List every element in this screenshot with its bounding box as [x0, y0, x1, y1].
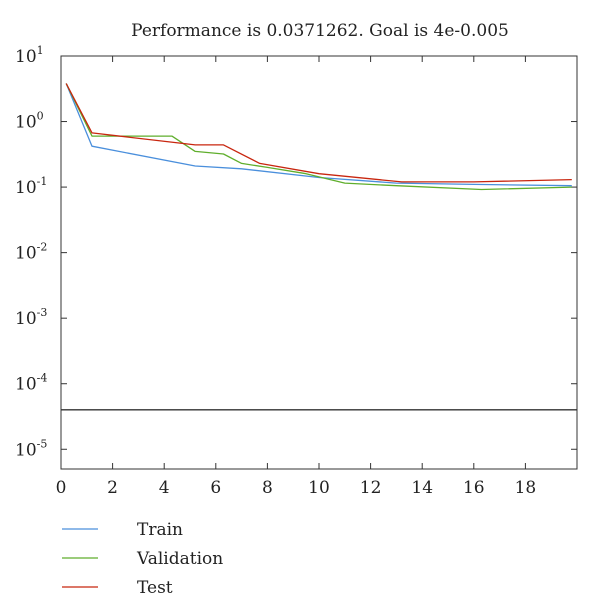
y-tick-exponent: 0 [37, 110, 44, 123]
y-tick-exponent: -3 [37, 306, 48, 319]
y-tick-exponent: -1 [37, 175, 48, 188]
x-tick-label: 10 [308, 478, 330, 498]
y-tick-label: 10-1 [15, 175, 47, 198]
x-tick-label: 6 [210, 478, 221, 498]
y-tick-base: 10 [15, 375, 37, 395]
series-line-test [65, 83, 572, 183]
y-tick-base: 10 [15, 440, 37, 460]
plot-frame [60, 55, 578, 470]
x-tick-label: 4 [159, 478, 170, 498]
x-tick-label: 18 [515, 478, 537, 498]
x-tick-label: 12 [360, 478, 382, 498]
legend-label-validation: Validation [136, 549, 223, 569]
y-tick-exponent: -5 [37, 437, 48, 450]
x-tick-label: 0 [56, 478, 67, 498]
series-line-train [65, 83, 572, 187]
chart-title: Performance is 0.0371262. Goal is 4e-0.0… [131, 21, 509, 41]
y-tick-label: 10-5 [15, 437, 47, 460]
x-axis: 0 2 4 6 8 10 12 14 16 18 [56, 56, 537, 498]
x-tick-label: 8 [262, 478, 273, 498]
y-tick-exponent: -2 [37, 241, 48, 254]
y-tick-exponent: -4 [37, 372, 48, 385]
legend-label-test: Test [137, 578, 173, 598]
y-tick-base: 10 [15, 113, 37, 133]
y-tick-base: 10 [15, 47, 37, 67]
y-tick-label: 10-4 [15, 372, 47, 395]
y-tick-base: 10 [15, 309, 37, 329]
legend-label-train: Train [137, 520, 183, 540]
legend: Train Validation Test [62, 520, 223, 598]
y-tick-label: 100 [15, 110, 44, 133]
y-tick-base: 10 [15, 178, 37, 198]
x-tick-label: 2 [107, 478, 118, 498]
x-tick-label: 16 [463, 478, 485, 498]
series-layer [65, 83, 572, 191]
y-tick-label: 10-2 [15, 241, 47, 264]
series-line-validation [65, 83, 572, 191]
y-tick-label: 10-3 [15, 306, 47, 329]
y-tick-base: 10 [15, 244, 37, 264]
y-tick-exponent: 1 [37, 44, 44, 57]
y-tick-label: 101 [15, 44, 44, 67]
x-tick-label: 14 [411, 478, 433, 498]
